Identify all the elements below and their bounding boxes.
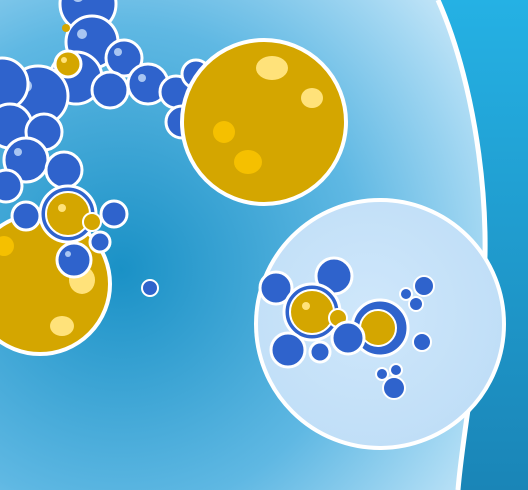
blue-cell[interactable] [99, 199, 129, 229]
blue-cell[interactable] [375, 367, 389, 381]
blue-cell[interactable] [399, 287, 413, 301]
blue-cell[interactable] [308, 340, 332, 364]
cell-cluster-left-middle[interactable] [10, 184, 129, 279]
blue-cell[interactable] [10, 200, 42, 232]
blue-cell[interactable] [88, 230, 112, 254]
gold-highlight [213, 121, 235, 143]
blue-cell-cluster-top-left[interactable] [0, 0, 212, 204]
blue-cell[interactable] [55, 241, 93, 279]
blue-cell-tiny[interactable] [141, 279, 159, 297]
blue-cell[interactable] [258, 270, 294, 306]
gold-highlight [301, 88, 323, 108]
blue-cell[interactable] [269, 331, 307, 369]
gold-highlight [0, 236, 14, 256]
gold-highlight [234, 150, 262, 174]
blue-cell[interactable] [389, 363, 403, 377]
blue-cell[interactable] [44, 150, 84, 190]
blue-cell[interactable] [90, 70, 130, 110]
gold-highlight [50, 316, 74, 336]
blue-cell[interactable] [0, 168, 24, 204]
gold-cell-large[interactable] [180, 38, 348, 206]
gold-cell-ringed[interactable] [38, 184, 98, 244]
blue-cell[interactable] [104, 38, 144, 78]
blue-cell[interactable] [408, 296, 424, 312]
bubble-container[interactable] [254, 198, 506, 450]
gold-cell-small[interactable] [82, 212, 102, 232]
blue-cell[interactable] [330, 320, 366, 356]
gold-dot [62, 24, 70, 32]
blue-cell[interactable] [382, 376, 406, 400]
blue-cell[interactable] [412, 332, 432, 352]
blue-cell[interactable] [413, 275, 435, 297]
gold-cell-small[interactable] [53, 49, 83, 79]
gold-highlight [256, 56, 288, 80]
